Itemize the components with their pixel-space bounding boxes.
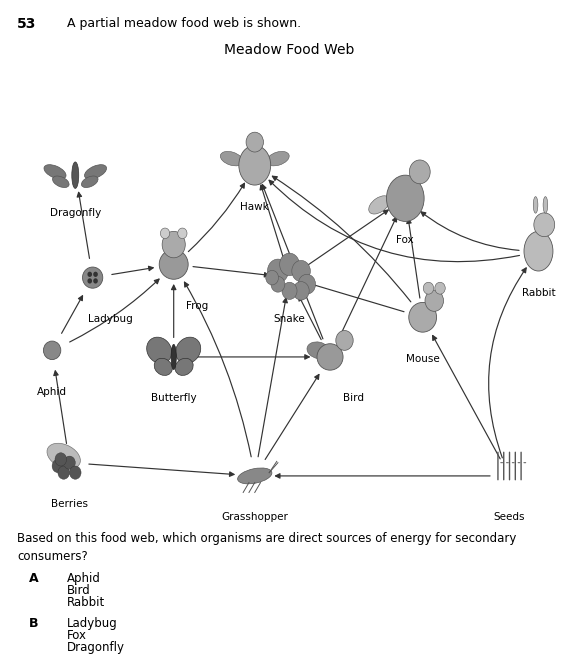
Circle shape (64, 456, 75, 469)
Circle shape (93, 272, 98, 277)
Text: Aphid: Aphid (37, 387, 67, 397)
Ellipse shape (85, 165, 107, 179)
Circle shape (87, 272, 92, 277)
Ellipse shape (175, 337, 201, 364)
Text: Rabbit: Rabbit (67, 596, 105, 609)
Text: Hawk: Hawk (240, 202, 269, 212)
Circle shape (52, 459, 64, 473)
Circle shape (266, 270, 278, 285)
Ellipse shape (267, 151, 289, 166)
Circle shape (87, 278, 92, 284)
Ellipse shape (159, 250, 188, 279)
Circle shape (93, 278, 98, 284)
Ellipse shape (524, 231, 553, 271)
Ellipse shape (175, 358, 193, 375)
Circle shape (425, 290, 444, 311)
Ellipse shape (317, 344, 343, 370)
Ellipse shape (369, 196, 390, 214)
Text: Meadow Food Web: Meadow Food Web (224, 43, 355, 57)
Text: Grasshopper: Grasshopper (221, 512, 288, 522)
Text: Mouse: Mouse (406, 354, 439, 364)
Circle shape (409, 160, 430, 184)
Text: Fox: Fox (397, 235, 414, 245)
Text: Seeds: Seeds (494, 512, 525, 522)
Circle shape (160, 228, 170, 239)
Text: Ladybug: Ladybug (67, 617, 118, 630)
Ellipse shape (386, 175, 424, 221)
Circle shape (69, 466, 81, 479)
Ellipse shape (146, 337, 172, 364)
Text: A: A (29, 572, 39, 585)
Ellipse shape (307, 342, 330, 359)
Text: Aphid: Aphid (67, 572, 101, 585)
Text: Bird: Bird (343, 393, 364, 403)
Text: Berries: Berries (51, 499, 88, 509)
Circle shape (246, 132, 263, 152)
Circle shape (423, 282, 434, 294)
Circle shape (435, 282, 445, 294)
Text: Frog: Frog (186, 301, 208, 311)
Ellipse shape (72, 162, 79, 188)
Ellipse shape (47, 444, 80, 469)
Circle shape (58, 466, 69, 479)
Text: Snake: Snake (274, 314, 305, 324)
Circle shape (292, 260, 310, 282)
Circle shape (293, 282, 309, 300)
Circle shape (282, 282, 297, 299)
Ellipse shape (237, 468, 272, 484)
Circle shape (267, 259, 288, 283)
Circle shape (178, 228, 187, 239)
Ellipse shape (221, 151, 243, 166)
Text: Based on this food web, which organisms are direct sources of energy for seconda: Based on this food web, which organisms … (17, 532, 516, 563)
Ellipse shape (533, 197, 538, 213)
Ellipse shape (543, 197, 548, 213)
Ellipse shape (154, 358, 173, 375)
Ellipse shape (82, 267, 103, 288)
Text: B: B (29, 617, 38, 630)
Circle shape (280, 253, 299, 276)
Ellipse shape (43, 341, 61, 360)
Circle shape (55, 453, 67, 466)
Circle shape (162, 231, 185, 258)
Circle shape (534, 213, 555, 237)
Text: Ladybug: Ladybug (87, 314, 133, 324)
Ellipse shape (239, 145, 270, 185)
Ellipse shape (171, 344, 176, 369)
Text: Dragonfly: Dragonfly (67, 641, 124, 654)
Text: Rabbit: Rabbit (522, 288, 555, 297)
Ellipse shape (44, 165, 66, 179)
Ellipse shape (82, 176, 98, 188)
Circle shape (336, 330, 353, 350)
Text: A partial meadow food web is shown.: A partial meadow food web is shown. (67, 17, 301, 30)
Circle shape (271, 276, 285, 292)
Text: Butterfly: Butterfly (151, 393, 196, 403)
Text: Fox: Fox (67, 629, 87, 642)
Text: Bird: Bird (67, 584, 90, 597)
Ellipse shape (53, 176, 69, 188)
Ellipse shape (409, 302, 437, 332)
Circle shape (298, 274, 316, 294)
Text: 53: 53 (17, 17, 36, 30)
Text: Dragonfly: Dragonfly (50, 208, 101, 218)
